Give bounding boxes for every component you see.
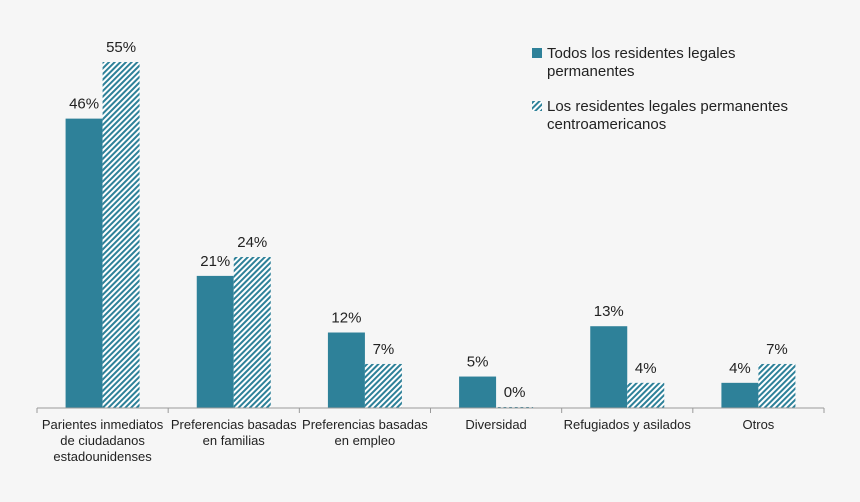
legend-entry-line: Los residentes legales permanentes — [547, 98, 788, 115]
data-label: 55% — [106, 39, 136, 56]
x-tick-label: Parientes inmediatos de ciudadanos estadou… — [42, 417, 164, 464]
x-tick-label-line: Parientes inmediatos — [42, 417, 164, 432]
data-label: 4% — [635, 360, 657, 377]
legend-entry-line: permanentes — [547, 63, 635, 80]
x-tick-label-line: Otros — [743, 417, 775, 432]
x-tick-label-line: Refugiados y asilados — [564, 417, 692, 432]
bar-todos — [721, 382, 759, 408]
data-label: 7% — [766, 341, 788, 358]
bar-centroamericanos — [102, 62, 140, 408]
x-tick-label: Preferencias basadas en familias — [171, 417, 297, 448]
legend-entry: Todos los residentes legales permanentes — [547, 45, 735, 80]
x-axis: Parientes inmediatos de ciudadanos estadou… — [36, 407, 825, 464]
x-tick-label-line: Preferencias basadas — [171, 417, 297, 432]
data-label: 0% — [504, 384, 526, 401]
data-label: 7% — [373, 341, 395, 358]
x-tick-label: Refugiados y asilados — [564, 417, 692, 432]
data-label: 12% — [331, 310, 361, 327]
bar-centroamericanos — [627, 382, 665, 408]
legend-entry: Los residentes legales permanentes centro… — [547, 98, 788, 133]
data-label: 24% — [237, 234, 267, 251]
data-label: 5% — [467, 354, 489, 371]
x-tick-label-line: en empleo — [335, 433, 396, 448]
bar-centroamericanos — [758, 363, 796, 408]
x-tick-label-line: en familias — [203, 433, 266, 448]
data-label: 13% — [594, 303, 624, 320]
bars-layer — [65, 62, 796, 409]
x-tick-label-line: estadounidenses — [53, 449, 152, 464]
legend-swatch — [532, 101, 542, 111]
value-labels-layer: 46% 55% 21% 24% 12% 7% 5% 0% 13% 4% 4% 7% — [69, 39, 788, 401]
bar-todos — [459, 376, 497, 408]
data-label: 46% — [69, 96, 99, 113]
x-tick-label-line: Preferencias basadas — [302, 417, 428, 432]
x-tick-label-line: de ciudadanos — [60, 433, 145, 448]
legend-swatch — [532, 48, 542, 58]
x-tick-label: Preferencias basadas en empleo — [302, 417, 428, 448]
legend-entry-line: centroamericanos — [547, 116, 666, 133]
bar-todos — [590, 326, 628, 408]
bar-todos — [196, 275, 234, 408]
legend-entry-line: Todos los residentes legales — [547, 45, 735, 62]
bar-todos — [327, 332, 365, 408]
bar-centroamericanos — [233, 257, 271, 408]
data-label: 4% — [729, 360, 751, 377]
bar-todos — [65, 118, 103, 409]
bar-centroamericanos — [364, 363, 402, 408]
x-tick-label: Diversidad — [465, 417, 526, 432]
legend: Todos los residentes legales permanentes L… — [532, 45, 788, 133]
x-tick-label-line: Diversidad — [465, 417, 526, 432]
x-tick-label: Otros — [743, 417, 775, 432]
data-label: 21% — [200, 253, 230, 270]
